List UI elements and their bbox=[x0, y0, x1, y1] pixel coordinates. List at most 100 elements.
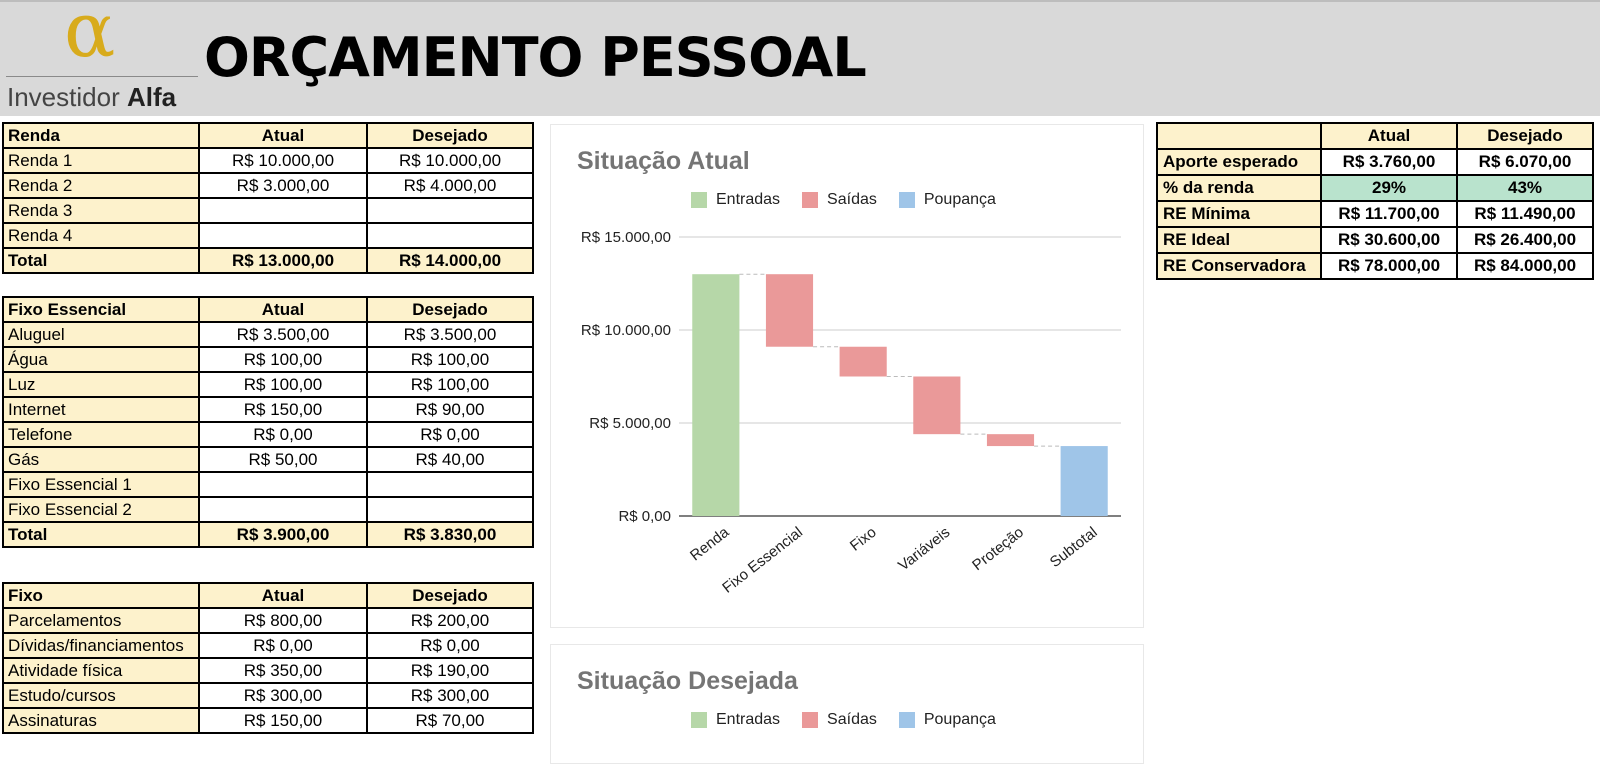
desejado-cell[interactable]: R$ 300,00 bbox=[366, 682, 534, 709]
desejado-cell[interactable]: R$ 0,00 bbox=[366, 632, 534, 659]
atual-cell[interactable]: R$ 100,00 bbox=[198, 371, 368, 398]
atual-cell[interactable]: R$ 3.000,00 bbox=[198, 172, 368, 199]
header-cell[interactable] bbox=[1156, 122, 1322, 150]
desejado-cell[interactable]: R$ 100,00 bbox=[366, 371, 534, 398]
atual-cell[interactable]: R$ 50,00 bbox=[198, 446, 368, 473]
header-cell[interactable]: Renda bbox=[2, 122, 200, 149]
atual-cell[interactable]: R$ 100,00 bbox=[198, 346, 368, 373]
total-atual-cell[interactable]: R$ 13.000,00 bbox=[198, 247, 368, 274]
table-row: RE Conservadora R$ 78.000,00 R$ 84.000,0… bbox=[1156, 252, 1594, 280]
row-label-cell[interactable]: Aporte esperado bbox=[1156, 148, 1322, 176]
row-label-cell[interactable]: RE Ideal bbox=[1156, 226, 1322, 254]
desejado-cell[interactable]: R$ 4.000,00 bbox=[366, 172, 534, 199]
row-label-cell[interactable]: Renda 3 bbox=[2, 197, 200, 224]
desejado-cell[interactable]: R$ 0,00 bbox=[366, 421, 534, 448]
header-cell[interactable]: Desejado bbox=[366, 582, 534, 609]
atual-cell[interactable]: R$ 11.700,00 bbox=[1320, 200, 1458, 228]
table-row: Telefone R$ 0,00 R$ 0,00 bbox=[2, 421, 534, 448]
desejado-cell[interactable] bbox=[366, 496, 534, 523]
total-desejado-cell[interactable]: R$ 3.830,00 bbox=[366, 521, 534, 548]
atual-pct-cell[interactable]: 29% bbox=[1320, 174, 1458, 202]
desejado-pct-cell[interactable]: 43% bbox=[1456, 174, 1594, 202]
row-label-cell[interactable]: Fixo Essencial 2 bbox=[2, 496, 200, 523]
bar-fixo[interactable] bbox=[839, 346, 887, 377]
table-row: Renda 1 R$ 10.000,00 R$ 10.000,00 bbox=[2, 147, 534, 174]
desejado-cell[interactable] bbox=[366, 471, 534, 498]
chart-situacao-desejada[interactable]: Situação Desejada Entradas Saídas Poupan… bbox=[550, 644, 1144, 764]
header-cell[interactable]: Desejado bbox=[1456, 122, 1594, 150]
row-label-cell[interactable]: RE Mínima bbox=[1156, 200, 1322, 228]
desejado-cell[interactable]: R$ 3.500,00 bbox=[366, 321, 534, 348]
desejado-cell[interactable]: R$ 10.000,00 bbox=[366, 147, 534, 174]
desejado-cell[interactable]: R$ 100,00 bbox=[366, 346, 534, 373]
total-label-cell[interactable]: Total bbox=[2, 521, 200, 548]
row-label-cell[interactable]: Renda 2 bbox=[2, 172, 200, 199]
row-label-cell[interactable]: Renda 1 bbox=[2, 147, 200, 174]
header-cell[interactable]: Atual bbox=[198, 122, 368, 149]
atual-cell[interactable] bbox=[198, 471, 368, 498]
header-cell[interactable]: Atual bbox=[198, 296, 368, 323]
total-desejado-cell[interactable]: R$ 14.000,00 bbox=[366, 247, 534, 274]
x-tick-label: Renda bbox=[687, 523, 733, 564]
atual-cell[interactable]: R$ 0,00 bbox=[198, 421, 368, 448]
atual-cell[interactable]: R$ 150,00 bbox=[198, 707, 368, 734]
header-cell[interactable]: Atual bbox=[1320, 122, 1458, 150]
desejado-cell[interactable]: R$ 40,00 bbox=[366, 446, 534, 473]
header-cell[interactable]: Atual bbox=[198, 582, 368, 609]
atual-cell[interactable] bbox=[198, 222, 368, 249]
bar-prote-o[interactable] bbox=[986, 434, 1035, 447]
atual-cell[interactable]: R$ 300,00 bbox=[198, 682, 368, 709]
atual-cell[interactable] bbox=[198, 197, 368, 224]
desejado-cell[interactable] bbox=[366, 222, 534, 249]
row-label-cell[interactable]: Luz bbox=[2, 371, 200, 398]
desejado-cell[interactable]: R$ 11.490,00 bbox=[1456, 200, 1594, 228]
chart-title: Situação Desejada bbox=[577, 667, 798, 695]
row-label-cell[interactable]: Aluguel bbox=[2, 321, 200, 348]
desejado-cell[interactable]: R$ 70,00 bbox=[366, 707, 534, 734]
desejado-cell[interactable]: R$ 26.400,00 bbox=[1456, 226, 1594, 254]
header-cell[interactable]: Desejado bbox=[366, 122, 534, 149]
bar-subtotal[interactable] bbox=[1060, 446, 1108, 516]
header-cell[interactable]: Desejado bbox=[366, 296, 534, 323]
atual-cell[interactable] bbox=[198, 496, 368, 523]
row-label-cell[interactable]: Gás bbox=[2, 446, 200, 473]
header-cell[interactable]: Fixo bbox=[2, 582, 200, 609]
total-label-cell[interactable]: Total bbox=[2, 247, 200, 274]
atual-cell[interactable]: R$ 10.000,00 bbox=[198, 147, 368, 174]
atual-cell[interactable]: R$ 350,00 bbox=[198, 657, 368, 684]
desejado-cell[interactable]: R$ 84.000,00 bbox=[1456, 252, 1594, 280]
legend-swatch-poupanca bbox=[898, 712, 915, 728]
row-label-cell[interactable]: Dívidas/financiamentos bbox=[2, 632, 200, 659]
atual-cell[interactable]: R$ 800,00 bbox=[198, 607, 368, 634]
chart-situacao-atual[interactable]: Situação Atual Entradas Saídas Poupança … bbox=[550, 124, 1144, 628]
row-label-cell[interactable]: Água bbox=[2, 346, 200, 373]
atual-cell[interactable]: R$ 3.760,00 bbox=[1320, 148, 1458, 176]
row-label-cell[interactable]: Renda 4 bbox=[2, 222, 200, 249]
atual-cell[interactable]: R$ 30.600,00 bbox=[1320, 226, 1458, 254]
bar-fixo-essencial[interactable] bbox=[765, 274, 814, 347]
atual-cell[interactable]: R$ 78.000,00 bbox=[1320, 252, 1458, 280]
table-row: Fixo Essencial 2 bbox=[2, 496, 534, 523]
table-row: Dívidas/financiamentos R$ 0,00 R$ 0,00 bbox=[2, 632, 534, 659]
desejado-cell[interactable]: R$ 190,00 bbox=[366, 657, 534, 684]
desejado-cell[interactable] bbox=[366, 197, 534, 224]
bar-renda[interactable] bbox=[692, 274, 740, 516]
atual-cell[interactable]: R$ 0,00 bbox=[198, 632, 368, 659]
row-label-cell[interactable]: Telefone bbox=[2, 421, 200, 448]
row-label-cell[interactable]: Assinaturas bbox=[2, 707, 200, 734]
atual-cell[interactable]: R$ 150,00 bbox=[198, 396, 368, 423]
row-label-cell[interactable]: RE Conservadora bbox=[1156, 252, 1322, 280]
bar-vari-veis[interactable] bbox=[913, 376, 961, 435]
row-label-cell[interactable]: Fixo Essencial 1 bbox=[2, 471, 200, 498]
atual-cell[interactable]: R$ 3.500,00 bbox=[198, 321, 368, 348]
desejado-cell[interactable]: R$ 6.070,00 bbox=[1456, 148, 1594, 176]
header-cell[interactable]: Fixo Essencial bbox=[2, 296, 200, 323]
row-label-cell[interactable]: Parcelamentos bbox=[2, 607, 200, 634]
row-label-cell[interactable]: % da renda bbox=[1156, 174, 1322, 202]
desejado-cell[interactable]: R$ 90,00 bbox=[366, 396, 534, 423]
row-label-cell[interactable]: Internet bbox=[2, 396, 200, 423]
desejado-cell[interactable]: R$ 200,00 bbox=[366, 607, 534, 634]
row-label-cell[interactable]: Atividade física bbox=[2, 657, 200, 684]
total-atual-cell[interactable]: R$ 3.900,00 bbox=[198, 521, 368, 548]
row-label-cell[interactable]: Estudo/cursos bbox=[2, 682, 200, 709]
